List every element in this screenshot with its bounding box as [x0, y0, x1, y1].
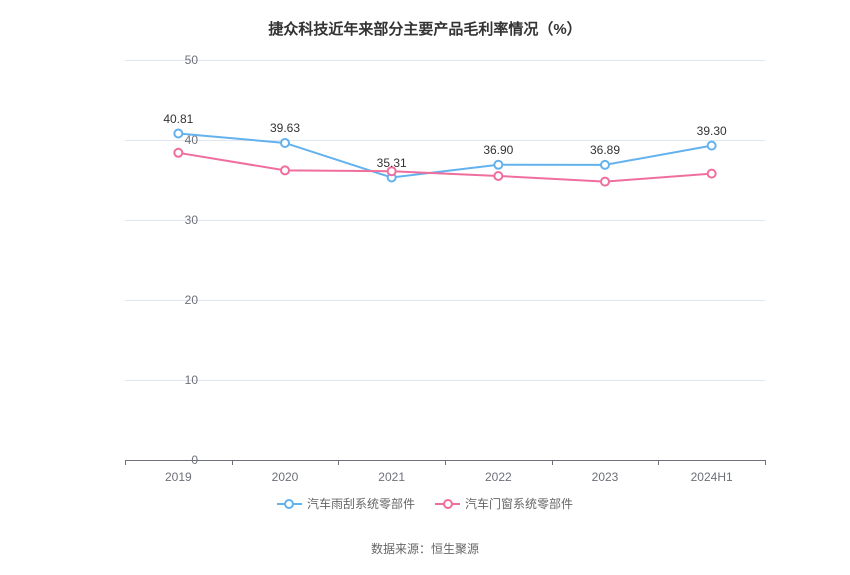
x-tick [445, 460, 446, 465]
series-marker [174, 149, 182, 157]
chart-title: 捷众科技近年来部分主要产品毛利率情况（%） [0, 0, 850, 39]
legend: 汽车雨刮系统零部件 汽车门窗系统零部件 [0, 495, 850, 514]
data-label: 36.90 [483, 143, 513, 157]
x-tick-label: 2019 [165, 470, 192, 484]
series-marker [708, 170, 716, 178]
legend-marker-icon [435, 497, 460, 511]
data-label: 35.31 [377, 156, 407, 170]
series-marker [601, 178, 609, 186]
series-line [178, 134, 711, 178]
series-line [178, 153, 711, 182]
legend-label: 汽车雨刮系统零部件 [307, 495, 415, 512]
data-label: 39.30 [697, 124, 727, 138]
x-tick [232, 460, 233, 465]
plot-lines [125, 60, 765, 460]
x-tick-label: 2021 [378, 470, 405, 484]
data-label: 39.63 [270, 121, 300, 135]
series-marker [281, 139, 289, 147]
x-tick-label: 2023 [592, 470, 619, 484]
series-marker [494, 172, 502, 180]
x-tick [765, 460, 766, 465]
legend-label: 汽车门窗系统零部件 [465, 495, 573, 512]
legend-marker-icon [277, 497, 302, 511]
series-marker [174, 130, 182, 138]
x-tick [658, 460, 659, 465]
source-label: 数据来源：恒生聚源 [0, 540, 850, 557]
series-marker [494, 161, 502, 169]
x-tick [125, 460, 126, 465]
x-tick-label: 2022 [485, 470, 512, 484]
chart-container: 捷众科技近年来部分主要产品毛利率情况（%） 01020304050 201920… [0, 0, 850, 575]
legend-item[interactable]: 汽车雨刮系统零部件 [277, 495, 415, 512]
series-marker [601, 161, 609, 169]
legend-item[interactable]: 汽车门窗系统零部件 [435, 495, 573, 512]
data-label: 36.89 [590, 143, 620, 157]
series-marker [708, 142, 716, 150]
series-marker [281, 166, 289, 174]
x-tick-label: 2024H1 [691, 470, 733, 484]
x-tick [552, 460, 553, 465]
data-label: 40.81 [163, 112, 193, 126]
x-tick-label: 2020 [272, 470, 299, 484]
x-tick [338, 460, 339, 465]
